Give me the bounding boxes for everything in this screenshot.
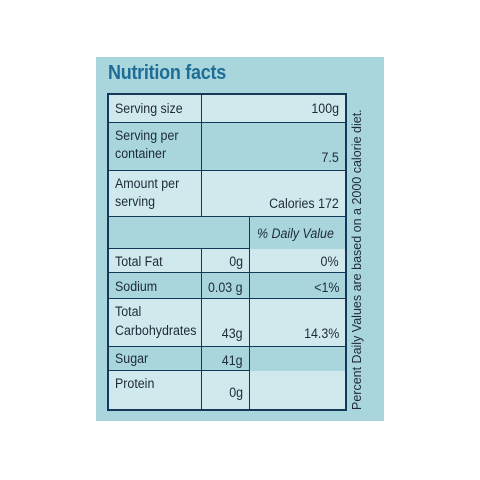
sodium-label: Sodium bbox=[115, 279, 158, 294]
total-fat-amount: 0g bbox=[229, 254, 243, 269]
amount-per-serving-label-line2: serving bbox=[115, 194, 156, 209]
sugar-label: Sugar bbox=[115, 351, 149, 366]
row-background bbox=[109, 299, 345, 347]
nutrition-table: Serving size 100g Serving per container … bbox=[107, 93, 347, 411]
column-divider bbox=[201, 249, 202, 409]
total-carbohydrates-label-line2: Carbohydrates bbox=[115, 323, 197, 338]
sugar-amount: 41g bbox=[222, 353, 243, 368]
calories-value: Calories 172 bbox=[269, 196, 339, 211]
sodium-daily-value: <1% bbox=[313, 280, 339, 295]
row-divider bbox=[109, 370, 249, 371]
daily-value-header: % Daily Value bbox=[257, 226, 334, 241]
row-divider bbox=[109, 122, 345, 123]
row-background bbox=[109, 249, 345, 273]
row-divider bbox=[109, 248, 249, 249]
serving-per-container-label-line1: Serving per bbox=[115, 128, 179, 143]
total-fat-daily-value: 0% bbox=[321, 254, 339, 269]
row-background bbox=[109, 171, 345, 217]
nutrition-facts-title: Nutrition facts bbox=[108, 62, 226, 84]
protein-label: Protein bbox=[115, 376, 155, 391]
row-divider bbox=[109, 272, 345, 273]
total-carbohydrates-daily-value: 14.3% bbox=[303, 326, 339, 341]
row-background bbox=[109, 217, 345, 249]
column-divider bbox=[249, 217, 250, 409]
row-divider bbox=[109, 346, 345, 347]
row-divider bbox=[109, 170, 345, 171]
row-background bbox=[109, 123, 345, 171]
row-background bbox=[109, 273, 345, 299]
total-carbohydrates-label-line1: Total bbox=[115, 304, 142, 319]
sodium-amount: 0.03 g bbox=[208, 280, 243, 295]
protein-amount: 0g bbox=[229, 385, 243, 400]
serving-size-label: Serving size bbox=[115, 101, 183, 116]
total-carbohydrates-amount: 43g bbox=[222, 326, 243, 341]
row-divider bbox=[109, 298, 345, 299]
row-background bbox=[109, 347, 345, 371]
serving-per-container-value: 7.5 bbox=[321, 150, 339, 165]
serving-size-value: 100g bbox=[311, 101, 339, 116]
daily-value-footnote: Percent Daily Values are based on a 2000… bbox=[350, 109, 364, 410]
row-background bbox=[109, 95, 345, 123]
row-background bbox=[109, 371, 345, 409]
row-divider bbox=[109, 216, 345, 217]
total-fat-label: Total Fat bbox=[115, 254, 163, 269]
serving-per-container-label-line2: container bbox=[115, 146, 167, 161]
amount-per-serving-label-line1: Amount per bbox=[115, 176, 180, 191]
column-divider bbox=[201, 95, 202, 217]
